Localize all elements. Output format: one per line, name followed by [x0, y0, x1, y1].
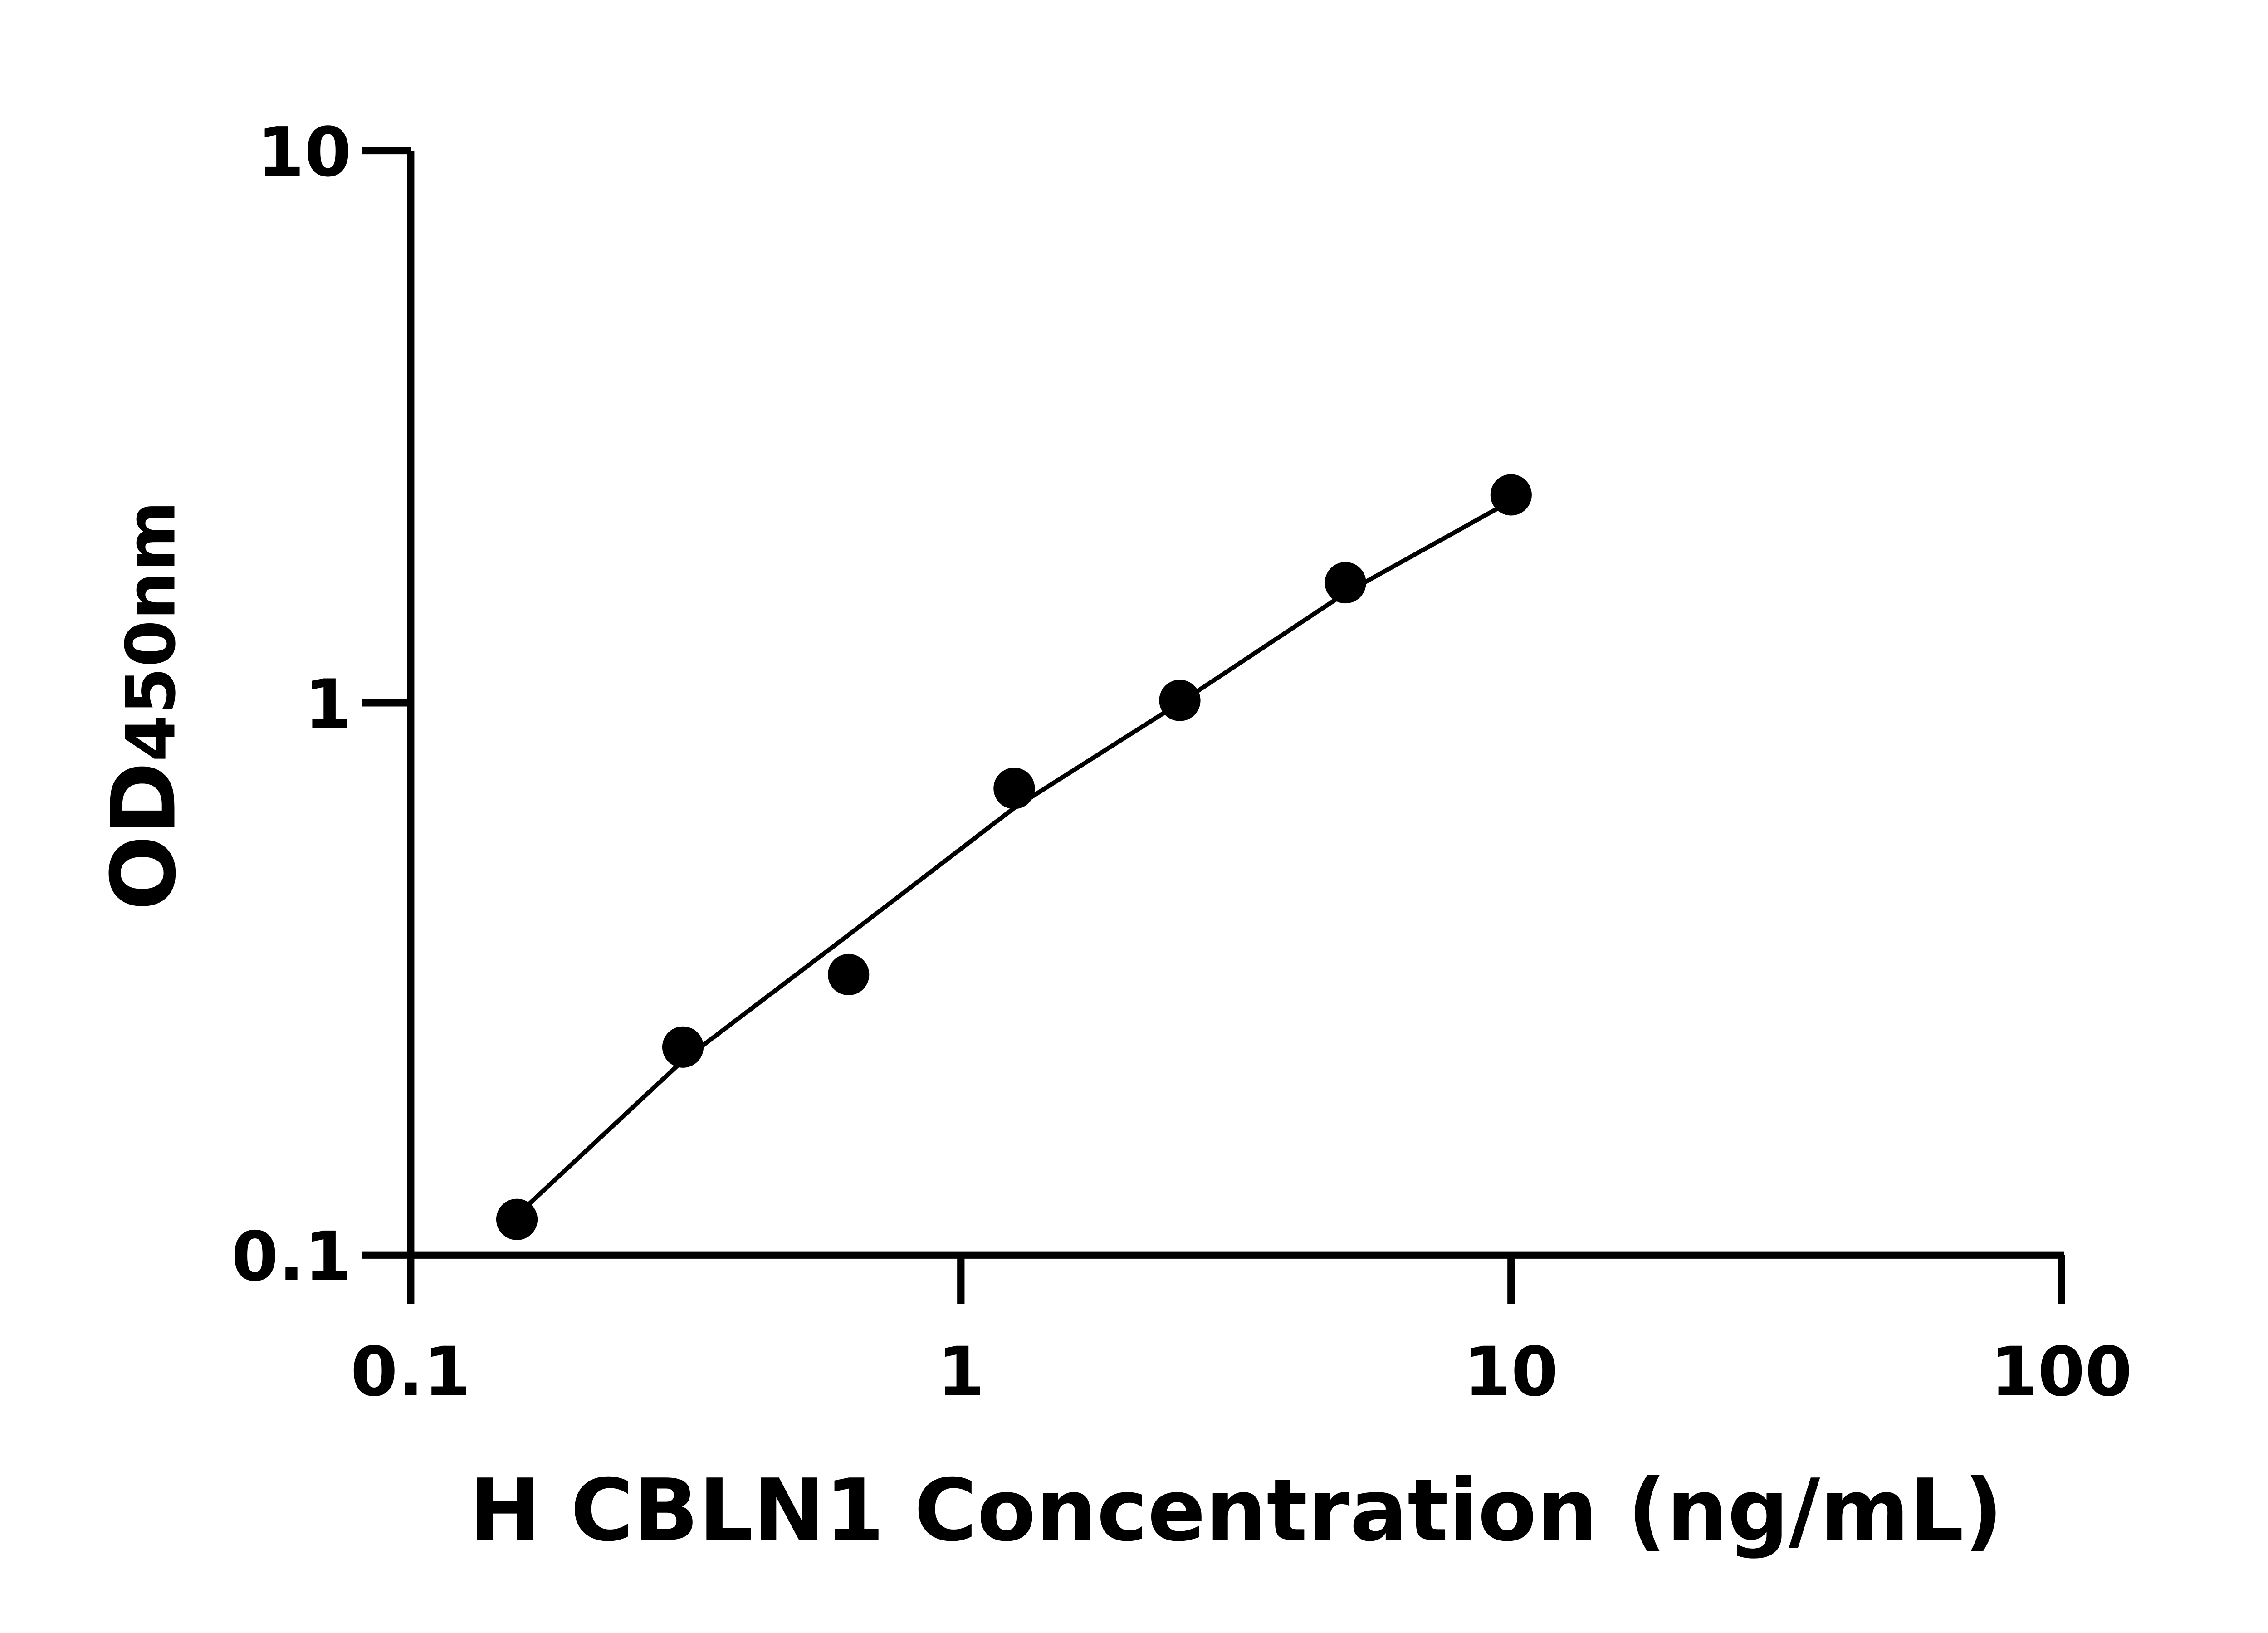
y-axis-label: OD450nm	[93, 501, 196, 910]
data-point	[828, 953, 870, 996]
x-tick-label: 1	[937, 1333, 984, 1412]
data-point	[1490, 474, 1532, 516]
data-point	[993, 768, 1035, 809]
x-tick-label: 100	[1990, 1333, 2132, 1412]
y-tick-label: 1	[304, 665, 352, 744]
x-tick-label: 0.1	[351, 1333, 471, 1412]
y-axis-label-main: OD	[93, 762, 196, 910]
data-point	[496, 1198, 538, 1240]
data-points	[496, 474, 1532, 1240]
fit-curve-group	[515, 499, 1512, 1217]
y-tick-label: 10	[257, 113, 352, 192]
y-tick-label: 0.1	[231, 1217, 352, 1296]
data-point	[1325, 562, 1366, 604]
axes	[407, 151, 2064, 1259]
data-point	[662, 1026, 704, 1068]
x-tick-label: 10	[1464, 1333, 1558, 1412]
data-point	[1159, 680, 1201, 721]
x-axis-label: H CBLN1 Concentration (ng/mL)	[469, 1461, 2003, 1560]
ticks: 0.1 1 10 100 0.1 1 10	[231, 113, 2132, 1412]
fit-curve	[515, 499, 1512, 1217]
y-axis-label-sub: 450nm	[112, 501, 191, 762]
